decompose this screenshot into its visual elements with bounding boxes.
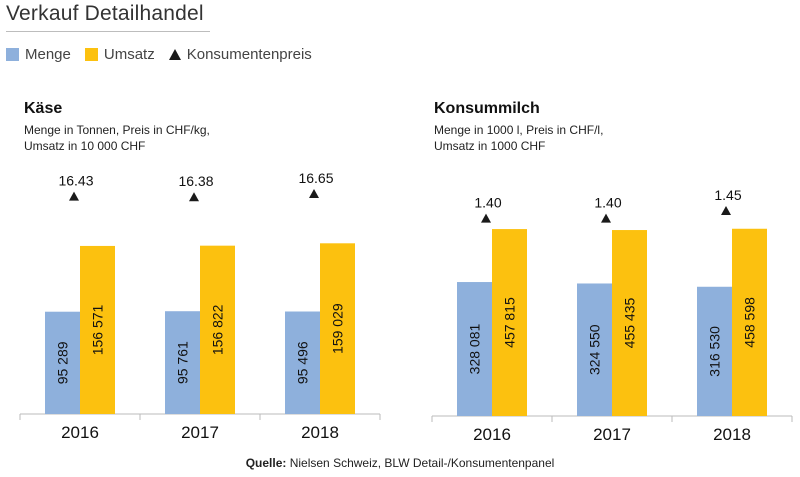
price-marker xyxy=(69,191,79,201)
price-marker xyxy=(481,213,491,223)
bar-value-label: 455 435 xyxy=(622,298,638,349)
bar-value-label: 316 530 xyxy=(707,326,723,377)
legend: Menge Umsatz Konsumentenpreis xyxy=(6,44,326,64)
bar-umsatz xyxy=(200,245,235,414)
price-label: 1.45 xyxy=(714,187,741,203)
chart-subtitle-line: Umsatz in 10 000 CHF xyxy=(24,139,146,153)
bar-menge xyxy=(577,283,612,416)
chart-title-kaese: Käse xyxy=(24,100,63,117)
bar-value-label: 95 289 xyxy=(55,341,71,384)
price-label: 1.40 xyxy=(594,195,621,211)
x-tick-label: 2018 xyxy=(713,425,751,444)
price-label: 16.65 xyxy=(298,170,333,186)
price-label: 16.43 xyxy=(58,173,93,189)
legend-item-konsumentenpreis: Konsumentenpreis xyxy=(168,45,312,63)
bar-menge xyxy=(457,282,492,416)
bar-value-label: 457 815 xyxy=(502,297,518,348)
x-tick-label: 2017 xyxy=(593,425,631,444)
bar-umsatz xyxy=(492,229,527,416)
price-label: 16.38 xyxy=(178,173,213,189)
x-tick-label: 2016 xyxy=(61,423,99,442)
legend-swatch-menge xyxy=(6,47,19,61)
price-marker xyxy=(721,206,731,215)
bar-value-label: 324 550 xyxy=(587,324,603,375)
bar-value-label: 156 822 xyxy=(210,304,226,355)
title-divider xyxy=(6,31,210,32)
bar-value-label: 95 761 xyxy=(175,341,191,384)
x-tick-label: 2016 xyxy=(473,425,511,444)
chart-subtitle-line: Menge in 1000 l, Preis in CHF/l, xyxy=(434,123,604,137)
triangle-icon xyxy=(168,48,181,60)
bar-menge xyxy=(45,311,80,414)
bar-value-label: 159 029 xyxy=(330,303,346,354)
bar-umsatz xyxy=(612,230,647,416)
chart-subtitle-line: Menge in Tonnen, Preis in CHF/kg, xyxy=(24,123,210,137)
legend-label-konsumentenpreis: Konsumentenpreis xyxy=(186,45,312,63)
price-marker xyxy=(309,189,319,198)
price-label: 1.40 xyxy=(474,195,501,211)
page-title: Verkauf Detailhandel xyxy=(6,2,204,25)
bar-value-label: 95 496 xyxy=(295,341,311,384)
bar-value-label: 458 598 xyxy=(742,297,758,348)
price-marker xyxy=(189,192,199,202)
bar-umsatz xyxy=(732,228,767,416)
chart-subtitle-kaese: Menge in Tonnen, Preis in CHF/kg, Umsatz… xyxy=(24,122,210,154)
source-note: Quelle: Nielsen Schweiz, BLW Detail-/Kon… xyxy=(0,456,800,470)
price-marker xyxy=(601,213,611,223)
chart-subtitle-line: Umsatz in 1000 CHF xyxy=(434,139,546,153)
bar-menge xyxy=(285,311,320,414)
legend-swatch-umsatz xyxy=(84,47,98,61)
source-text: Nielsen Schweiz, BLW Detail-/Konsumenten… xyxy=(286,456,555,470)
chart-subtitle-konsummilch: Menge in 1000 l, Preis in CHF/l, Umsatz … xyxy=(434,122,603,154)
bar-value-label: 156 571 xyxy=(90,304,106,355)
legend-label-umsatz: Umsatz xyxy=(103,45,155,63)
bar-umsatz xyxy=(80,245,115,414)
bar-menge xyxy=(165,311,200,414)
legend-label-menge: Menge xyxy=(25,45,71,63)
source-label: Quelle: xyxy=(245,456,287,470)
legend-item-menge: Menge xyxy=(6,46,71,63)
chart-title-konsummilch: Konsummilch xyxy=(434,100,540,117)
bar-value-label: 328 081 xyxy=(467,324,483,375)
x-tick-label: 2017 xyxy=(181,423,219,442)
bar-menge xyxy=(697,286,732,416)
bar-umsatz xyxy=(320,243,355,414)
x-tick-label: 2018 xyxy=(301,423,339,442)
legend-item-umsatz: Umsatz xyxy=(84,45,155,63)
